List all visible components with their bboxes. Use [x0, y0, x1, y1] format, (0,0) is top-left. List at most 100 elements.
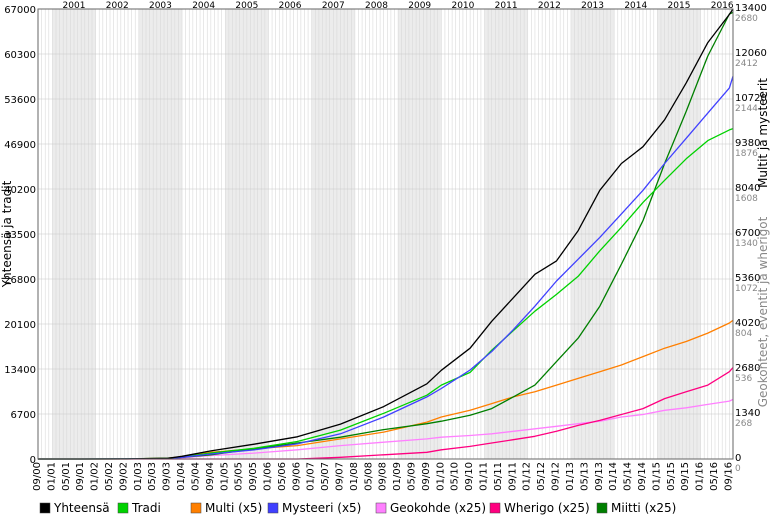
x-tick-label: 05/11 [493, 462, 504, 491]
right-inner-tick-label: 0 [735, 464, 741, 474]
right-outer-tick-label: 5360 [735, 273, 760, 284]
x-tick-label: 09/10 [464, 462, 475, 491]
legend-label: Geokohde (x25) [390, 501, 486, 515]
right-outer-tick-label: 0 [735, 453, 741, 464]
year-label: 2001 [63, 1, 86, 11]
x-tick-label: 09/04 [205, 462, 216, 491]
year-label: 2016 [711, 1, 734, 11]
right-inner-tick-label: 1340 [735, 239, 758, 249]
year-label: 2005 [235, 1, 258, 11]
x-tick-label: 01/03 [133, 462, 144, 491]
x-tick-label: 05/08 [363, 462, 374, 491]
x-tick-label: 05/02 [104, 462, 115, 491]
x-tick-label: 09/02 [118, 462, 129, 491]
legend-label: Tradi [131, 501, 161, 515]
year-label: 2002 [106, 1, 129, 11]
left-tick-label: 20100 [4, 320, 36, 331]
x-tick-label: 01/10 [435, 462, 446, 491]
x-tick-label: 09/16 [723, 462, 734, 491]
legend-swatch [596, 502, 608, 514]
series-line-3 [38, 76, 734, 460]
x-tick-label: 01/07 [306, 462, 317, 491]
x-tick-label: 05/09 [407, 462, 418, 491]
x-tick-label: 09/11 [507, 462, 518, 491]
year-label: 2011 [495, 1, 518, 11]
right-inner-tick-label: 1876 [735, 149, 758, 159]
left-tick-label: 60300 [4, 50, 36, 61]
series-line-0 [38, 8, 734, 460]
year-label: 2003 [149, 1, 172, 11]
legend-swatch [267, 502, 279, 514]
x-tick-label: 01/11 [479, 462, 490, 491]
left-tick-label: 40200 [4, 185, 36, 196]
x-tick-label: 05/03 [147, 462, 158, 491]
x-tick-label: 01/02 [90, 462, 101, 491]
left-tick-label: 26800 [4, 275, 36, 286]
year-label: 2013 [581, 1, 604, 11]
x-tick-label: 01/04 [176, 462, 187, 491]
x-tick-label: 05/04 [190, 462, 201, 491]
year-label: 2008 [365, 1, 388, 11]
left-tick-label: 13400 [4, 365, 36, 376]
x-tick-label: 01/15 [651, 462, 662, 491]
x-tick-label: 01/12 [522, 462, 533, 491]
right-inner-tick-label: 1608 [735, 194, 758, 204]
legend-swatch [190, 502, 202, 514]
x-tick-label: 09/09 [421, 462, 432, 491]
left-tick-label: 0 [30, 455, 36, 466]
legend-label: Multi (x5) [205, 501, 262, 515]
right-outer-tick-label: 2680 [735, 363, 760, 374]
right-inner-tick-label: 268 [735, 419, 752, 429]
right-outer-tick-label: 12060 [735, 48, 767, 59]
left-tick-label: 46900 [4, 140, 36, 151]
x-tick-label: 05/06 [277, 462, 288, 491]
year-label: 2014 [624, 1, 647, 11]
right-outer-tick-label: 13400 [735, 3, 767, 14]
x-tick-label: 01/05 [219, 462, 230, 491]
right-outer-tick-label: 10720 [735, 93, 767, 104]
x-tick-label: 05/10 [450, 462, 461, 491]
x-tick-label: 09/07 [334, 462, 345, 491]
left-tick-label: 67000 [4, 5, 36, 16]
legend-swatch [39, 502, 51, 514]
year-label: 2012 [538, 1, 561, 11]
y-axis-label-left: Yhteensä ja tradit [0, 180, 14, 288]
right-outer-tick-label: 9380 [735, 138, 760, 149]
legend-swatch [375, 502, 387, 514]
year-label: 2010 [451, 1, 474, 11]
year-label: 2007 [322, 1, 345, 11]
right-outer-tick-label: 6700 [735, 228, 760, 239]
x-tick-label: 05/07 [320, 462, 331, 491]
x-tick-label: 09/03 [162, 462, 173, 491]
x-tick-label: 09/14 [637, 462, 648, 491]
x-tick-label: 01/09 [392, 462, 403, 491]
legend-label: Mysteeri (x5) [282, 501, 361, 515]
right-inner-tick-label: 1072 [735, 284, 758, 294]
right-outer-tick-label: 4020 [735, 318, 760, 329]
right-inner-tick-label: 804 [735, 329, 752, 339]
right-inner-tick-label: 536 [735, 374, 752, 384]
x-tick-label: 01/08 [349, 462, 360, 491]
x-tick-label: 05/05 [234, 462, 245, 491]
y-axis-label-right-inner: Geokohteet, eventit ja wherigot [756, 216, 770, 407]
right-inner-tick-label: 2680 [735, 14, 758, 24]
legend-swatch [117, 502, 129, 514]
legend-label: Wherigo (x25) [504, 501, 590, 515]
y-axis-label-right-outer: Multit ja mysteerit [756, 78, 770, 188]
x-tick-label: 01/13 [565, 462, 576, 491]
x-tick-label: 05/16 [709, 462, 720, 491]
left-tick-label: 6700 [11, 410, 36, 421]
x-tick-label: 09/15 [680, 462, 691, 491]
right-inner-tick-label: 2412 [735, 59, 758, 69]
x-tick-label: 09/00 [32, 462, 43, 491]
x-tick-label: 05/14 [623, 462, 634, 491]
year-label: 2004 [192, 1, 215, 11]
year-label: 2009 [408, 1, 431, 11]
x-tick-label: 09/06 [291, 462, 302, 491]
x-tick-label: 05/15 [666, 462, 677, 491]
x-tick-label: 09/12 [551, 462, 562, 491]
x-tick-label: 09/08 [378, 462, 389, 491]
legend-swatch [489, 502, 501, 514]
